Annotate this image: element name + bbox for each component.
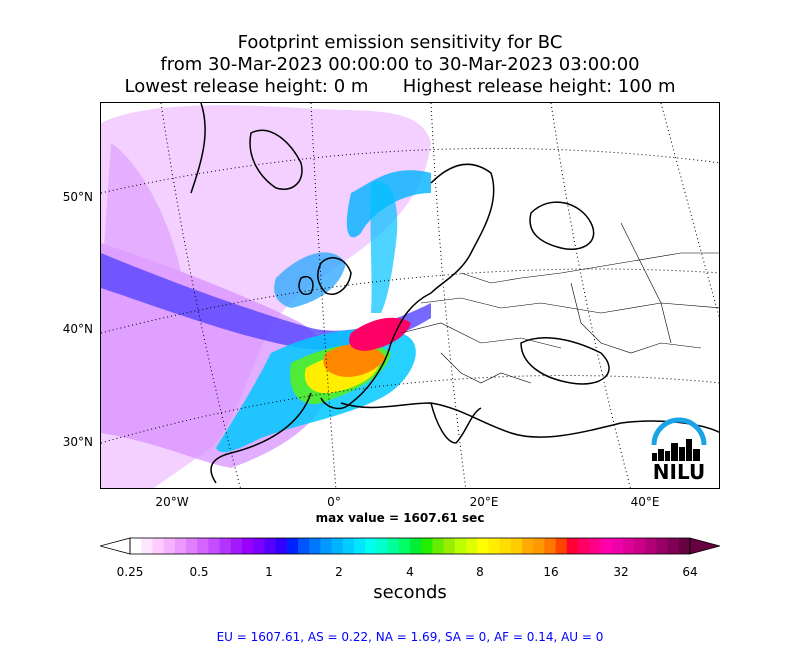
colorbar-cell (410, 538, 422, 554)
colorbar-cell (477, 538, 489, 554)
nilu-logo-text: NILU (653, 460, 705, 481)
lat-label-40n: 40°N (62, 322, 93, 336)
colorbar-cell (533, 538, 545, 554)
colorbar-cell (342, 538, 355, 554)
colorbar-cell (141, 538, 153, 554)
lon-label-20e: 20°E (469, 495, 499, 509)
colorbar-cell (566, 538, 579, 554)
colorbar-cell (421, 538, 433, 554)
colorbar-cell (589, 538, 601, 554)
coastlines (190, 103, 719, 484)
colorbar-cell (331, 538, 344, 554)
colorbar-cell (354, 538, 366, 554)
highest-release-height: Highest release height: 100 m (402, 76, 676, 97)
colorbar-tick-5: 8 (476, 565, 484, 579)
colorbar-tick-8: 64 (682, 565, 698, 579)
colorbar-cell (130, 538, 142, 554)
colorbar-frame (129, 537, 691, 555)
plot-title-line-1: Footprint emission sensitivity for BC (237, 32, 563, 53)
colorbar-cell (466, 538, 478, 554)
max-value: max value = 1607.61 sec (315, 511, 485, 525)
colorbar-cell (152, 538, 165, 554)
colorbar-cell (443, 538, 456, 554)
colorbar-cell (365, 538, 377, 554)
colorbar-tick-2: 1 (265, 565, 273, 579)
country-borders (400, 222, 719, 384)
colorbar-cell (174, 538, 187, 554)
colorbar-cell (376, 538, 389, 554)
colorbar-extend-high (689, 537, 720, 555)
colorbar (100, 537, 720, 555)
footprint-map (100, 102, 720, 489)
colorbar-cell (398, 538, 411, 554)
colorbar-cell (208, 538, 221, 554)
colorbar-cell (656, 538, 669, 554)
nilu-logo: NILU (648, 415, 710, 485)
colorbar-cell (219, 538, 232, 554)
colorbar-cell (298, 538, 310, 554)
colorbar-cell (667, 538, 680, 554)
region-summary: EU = 1607.61, AS = 0.22, NA = 1.69, SA =… (216, 630, 604, 644)
colorbar-cell (186, 538, 198, 554)
map-canvas (101, 103, 719, 488)
colorbar-tick-0: 0.25 (116, 565, 144, 579)
colorbar-cell (320, 538, 333, 554)
colorbar-cell (197, 538, 209, 554)
lon-label-0: 0° (327, 495, 341, 509)
graticule (101, 103, 719, 488)
colorbar-cell (432, 538, 445, 554)
colorbar-tick-3: 2 (335, 565, 343, 579)
colorbar-cell (510, 538, 523, 554)
lat-label-30n: 30°N (62, 435, 93, 449)
colorbar-cell (678, 538, 691, 554)
colorbar-cell (163, 538, 176, 554)
colorbar-tick-7: 32 (613, 565, 629, 579)
colorbar-units: seconds (373, 582, 447, 603)
colorbar-cell (286, 538, 299, 554)
colorbar-cell (600, 538, 613, 554)
colorbar-cell (454, 538, 467, 554)
colorbar-cell (499, 538, 512, 554)
colorbar-cell (230, 538, 243, 554)
plot-title-line-3: Lowest release height: 0 m Highest relea… (0, 76, 800, 98)
lat-label-50n: 50°N (62, 190, 93, 204)
colorbar-extend-low (100, 537, 131, 555)
colorbar-cell (242, 538, 254, 554)
colorbar-tick-6: 16 (543, 565, 559, 579)
colorbar-cell (634, 538, 646, 554)
colorbar-tick-1: 0.5 (189, 565, 209, 579)
colorbar-cell (309, 538, 321, 554)
sensitivity-field (101, 105, 431, 488)
colorbar-tick-4: 4 (406, 565, 414, 579)
colorbar-cell (387, 538, 400, 554)
colorbar-cell (611, 538, 624, 554)
colorbar-cell (264, 538, 277, 554)
colorbar-cell (522, 538, 534, 554)
colorbar-cell (544, 538, 557, 554)
colorbar-cell (578, 538, 590, 554)
colorbar-cell (622, 538, 635, 554)
plot-title-line-2: from 30-Mar-2023 00:00:00 to 30-Mar-2023… (160, 54, 640, 75)
colorbar-cell (488, 538, 501, 554)
lowest-release-height: Lowest release height: 0 m (124, 76, 369, 97)
colorbar-cell (275, 538, 288, 554)
lon-label-20w: 20°W (155, 495, 189, 509)
colorbar-cell (253, 538, 265, 554)
colorbar-cell (555, 538, 568, 554)
colorbar-cell (645, 538, 657, 554)
colorbar-cells (100, 537, 720, 555)
lon-label-40e: 40°E (630, 495, 660, 509)
